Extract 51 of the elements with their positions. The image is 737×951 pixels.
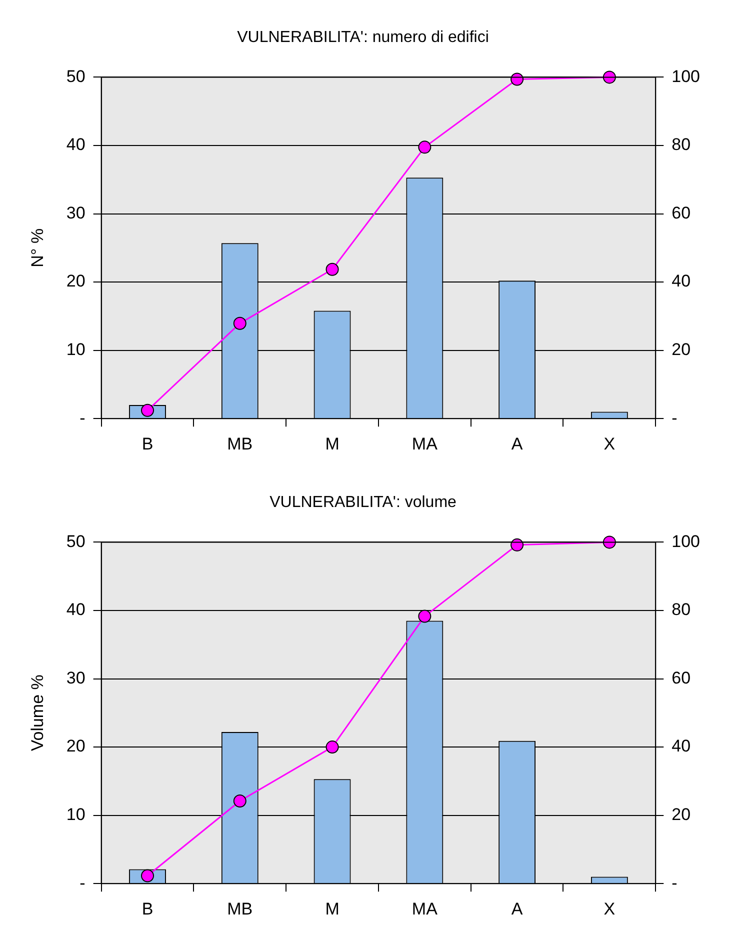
chart-title: VULNERABILITA': volume [270,494,457,512]
x-tick-label: M [325,434,340,454]
point [418,610,432,623]
x-tick-label: B [142,434,154,454]
point [510,538,524,552]
x-tick-label: MA [412,899,438,918]
y2-tick-label: 60 [672,668,691,688]
y-tick-label: 30 [66,203,86,222]
y2-tick-label: 20 [672,340,691,360]
y-tick-label: 10 [66,340,86,360]
y-axis-title: Volume % [28,674,47,752]
y-tick-label: - [80,408,86,428]
y2-tick-label: 60 [672,203,691,222]
x-tick-label: B [142,899,154,918]
x-tick-label: A [511,434,524,454]
y-tick-label: 20 [66,736,86,756]
point [418,140,432,154]
point [233,794,246,808]
y2-tick-label: 40 [672,272,691,291]
y2-tick-label: 100 [672,532,700,551]
y-tick-label: 10 [66,805,86,824]
y2-tick-label: 80 [672,135,691,154]
x-tick-label: X [604,434,616,454]
y-tick-label: 40 [66,600,86,620]
y2-tick-label: 40 [672,736,691,756]
y2-tick-label: 80 [672,600,691,620]
y-tick-label: 50 [66,66,86,86]
y2-tick-label: 100 [672,66,700,86]
x-tick-label: M [325,899,340,918]
y-tick-label: 40 [66,135,86,154]
chart-title: VULNERABILITA': numero di edifici [237,29,489,46]
x-tick-label: MB [227,899,253,918]
y2-tick-label: - [672,873,678,892]
point [326,740,339,754]
y-tick-label: 50 [66,532,86,551]
y-tick-label: 20 [66,272,86,291]
point [233,316,246,330]
x-tick-label: X [604,899,616,918]
x-tick-label: A [511,899,524,918]
point [602,70,616,84]
point [326,262,339,276]
y-tick-label: 30 [66,668,86,688]
point [141,404,154,417]
point [602,536,616,549]
point [510,72,524,86]
y2-tick-label: 20 [672,805,691,824]
x-tick-label: MA [412,434,438,454]
x-tick-label: MB [227,434,253,454]
y-axis-title: N° % [28,228,47,268]
y-tick-label: - [80,873,86,892]
y2-tick-label: - [672,408,678,428]
